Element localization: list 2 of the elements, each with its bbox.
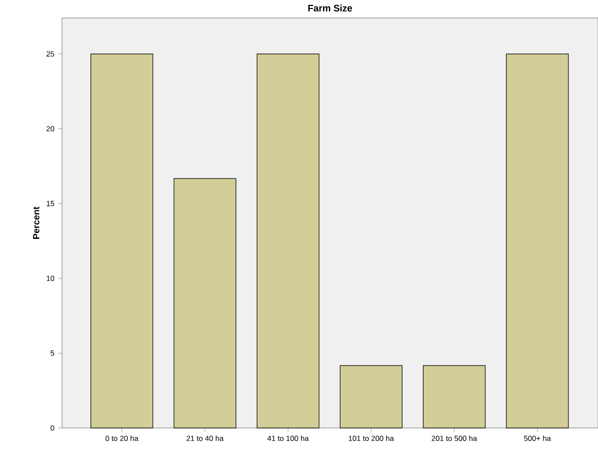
y-axis-title: Percent <box>33 206 40 239</box>
chart-title: Farm Size <box>308 4 352 12</box>
